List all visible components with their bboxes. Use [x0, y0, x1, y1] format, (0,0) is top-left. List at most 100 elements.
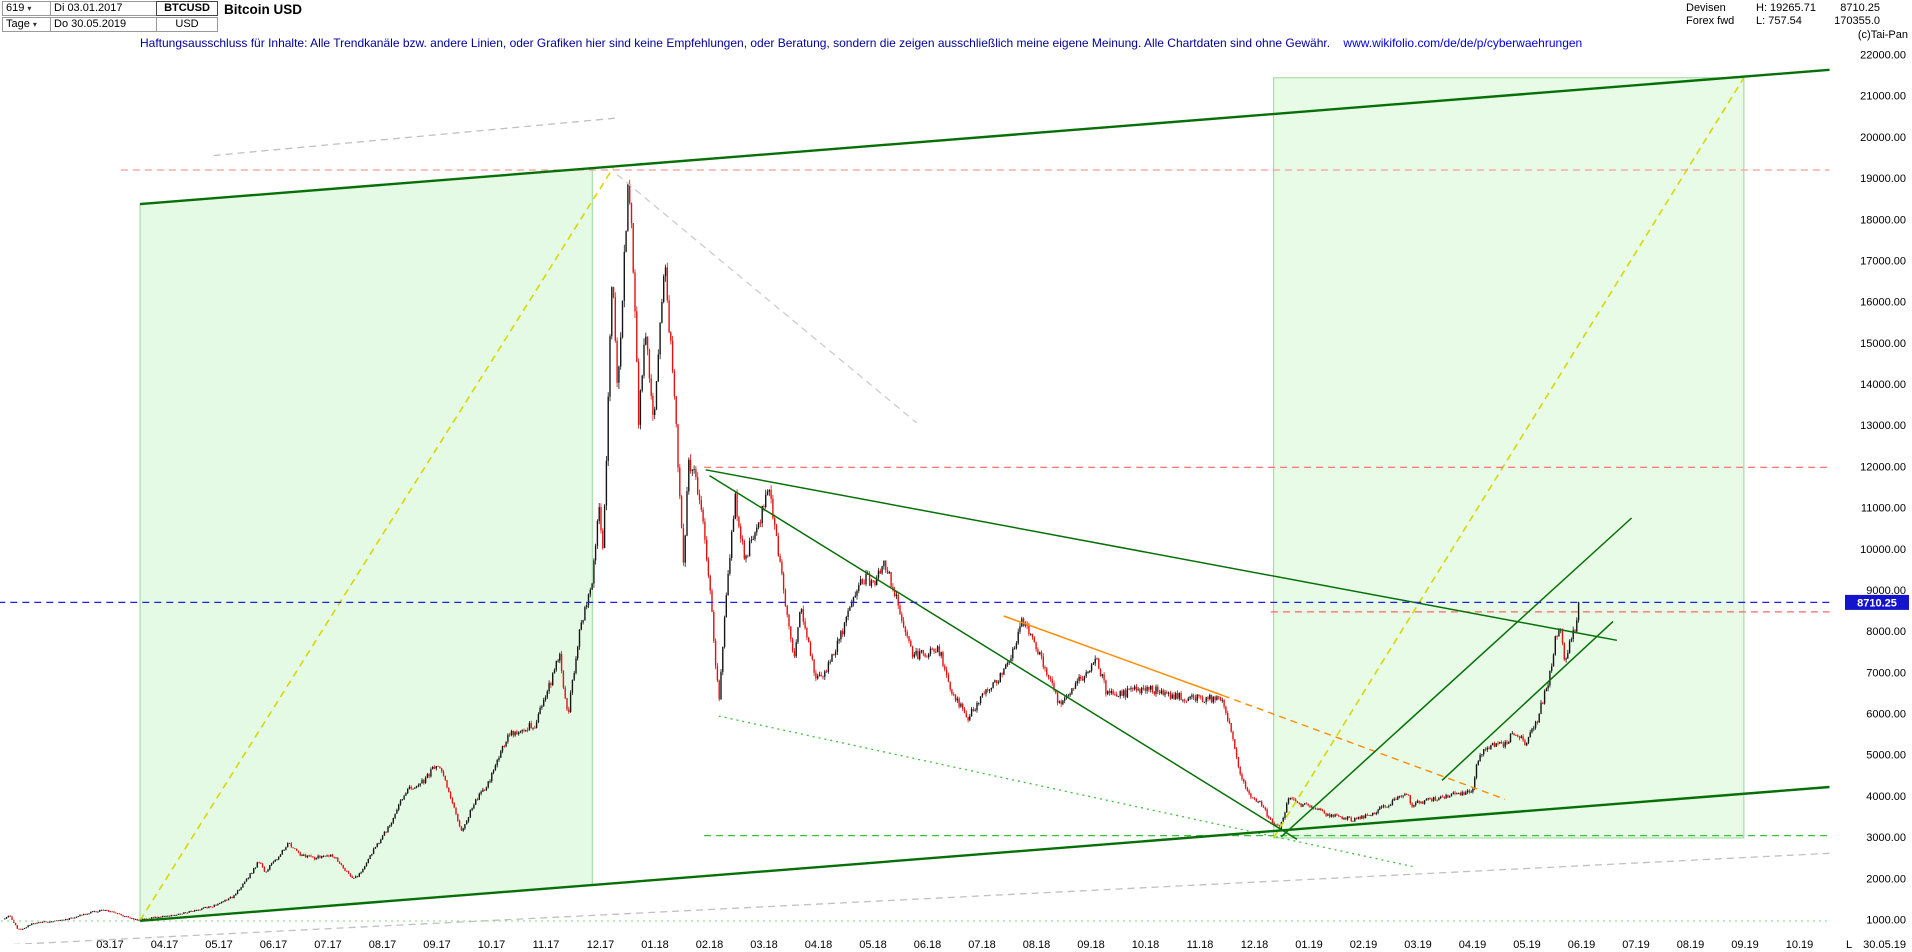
y-axis-label: 15000.00	[1860, 338, 1906, 350]
x-axis-label: 12.18	[1241, 939, 1269, 951]
disclaimer: Haftungsausschluss für Inhalte: Alle Tre…	[140, 36, 1582, 50]
y-axis-label: 10000.00	[1860, 544, 1906, 556]
market-subtype: Forex fwd	[1686, 15, 1735, 27]
date-from-value: Di 03.01.2017	[54, 2, 123, 14]
volume: 170355.0	[1834, 15, 1880, 27]
x-axis-label: 12.17	[587, 939, 615, 951]
x-axis-label: 07.17	[314, 939, 342, 951]
y-axis-label: 6000.00	[1866, 709, 1906, 721]
y-axis-label: 1000.00	[1866, 915, 1906, 927]
x-axis-label: 06.17	[260, 939, 288, 951]
x-axis-label: 03.19	[1404, 939, 1432, 951]
date-to-field[interactable]: Do 30.05.2019	[50, 17, 158, 32]
disclaimer-text: Haftungsausschluss für Inhalte: Alle Tre…	[140, 36, 1331, 50]
zone-channel-2017-zone	[139, 167, 593, 922]
chart-plot-area[interactable]	[0, 44, 1844, 944]
y-axis-label: 17000.00	[1860, 256, 1906, 268]
trendline-channel-bottom	[139, 785, 1830, 922]
y-axis-label: 7000.00	[1866, 667, 1906, 679]
chart-header: 619 ▾ Di 03.01.2017 BTCUSD Bitcoin USD Ta…	[0, 0, 1912, 46]
x-axis-label: 10.18	[1132, 939, 1160, 951]
trendline-old-trend-gray-top	[213, 117, 617, 157]
symbol-field[interactable]: BTCUSD	[156, 1, 218, 16]
y-axis-label: 5000.00	[1866, 750, 1906, 762]
symbol-value: BTCUSD	[164, 2, 210, 14]
y-axis-label: 9000.00	[1866, 585, 1906, 597]
x-axis-last-marker: L	[1846, 939, 1852, 951]
last-price: 8710.25	[1840, 2, 1880, 14]
trendline-downtrend-steep	[709, 474, 1298, 840]
currency-field: USD	[156, 17, 218, 32]
y-axis-label: 13000.00	[1860, 420, 1906, 432]
x-axis-label: 07.19	[1622, 939, 1650, 951]
chevron-down-icon: ▾	[27, 4, 32, 13]
currency-value: USD	[175, 18, 199, 30]
x-axis-label: 10.17	[478, 939, 506, 951]
x-axis-label: 09.17	[423, 939, 451, 951]
x-axis-label: 11.18	[1187, 939, 1214, 951]
y-axis-label: 12000.00	[1860, 461, 1906, 473]
x-axis-label: 04.18	[805, 939, 833, 951]
x-axis-last-date: 30.05.19	[1863, 939, 1906, 951]
x-axis-label: 11.17	[533, 939, 560, 951]
trendline-rally-2019-support	[1441, 620, 1614, 781]
x-axis-label: 05.17	[205, 939, 233, 951]
copyright: (c)Tai-Pan	[1857, 29, 1908, 41]
y-axis-label: 8000.00	[1866, 626, 1906, 638]
period-high: H: 19265.71	[1756, 2, 1816, 14]
x-axis-label: 01.19	[1295, 939, 1323, 951]
candlestick-series	[4, 179, 1580, 930]
axes-layer: 22000.00 21000.00 20000.00 19000.00 18000.00…	[96, 50, 1909, 951]
x-axis-label: 08.19	[1677, 939, 1705, 951]
x-axis-label: 02.18	[696, 939, 724, 951]
trendline-old-trend-gray-bottom	[9, 852, 1830, 944]
trendline-rally-2017-trend	[139, 166, 615, 921]
market-type: Devisen	[1686, 2, 1726, 14]
chart-number-value: 619	[6, 2, 25, 14]
x-axis-label: 09.18	[1077, 939, 1105, 951]
period-select[interactable]: Tage ▾	[2, 17, 52, 32]
x-axis-label: 03.18	[750, 939, 778, 951]
x-axis-label: 05.19	[1513, 939, 1541, 951]
current-price-tag-label: 8710.25	[1857, 597, 1897, 609]
period-low: L: 757.54	[1756, 15, 1802, 27]
date-from-field[interactable]: Di 03.01.2017	[50, 1, 158, 16]
trendline-downtrend-orange-extension	[1222, 694, 1506, 800]
trendline-support-dotted-descending	[718, 715, 1413, 868]
date-to-value: Do 30.05.2019	[54, 18, 127, 30]
x-axis-label: 02.19	[1350, 939, 1378, 951]
y-axis-label: 11000.00	[1861, 503, 1906, 515]
trendline-downtrend-major	[705, 469, 1618, 642]
x-axis-label: 06.18	[914, 939, 942, 951]
x-axis-label: 01.18	[641, 939, 669, 951]
x-axis-label: 05.18	[859, 939, 887, 951]
x-axis-label: 06.19	[1568, 939, 1596, 951]
x-axis-label: 04.17	[151, 939, 179, 951]
y-axis-label: 22000.00	[1860, 50, 1906, 62]
trendlines-layer	[0, 68, 1830, 944]
y-axis-label: 2000.00	[1866, 873, 1906, 885]
trendline-recovery-trend	[1280, 517, 1633, 838]
y-axis-label: 20000.00	[1860, 132, 1906, 144]
y-axis-label: 14000.00	[1860, 379, 1906, 391]
x-axis-label: 07.18	[968, 939, 996, 951]
wikifolio-link[interactable]: www.wikifolio.com/de/de/p/cyberwaehrunge…	[1343, 36, 1583, 50]
chevron-down-icon: ▾	[32, 20, 37, 29]
y-axis-label: 3000.00	[1866, 832, 1906, 844]
y-axis-label: 21000.00	[1860, 91, 1906, 103]
x-axis-label: 08.17	[369, 939, 397, 951]
y-axis-label: 16000.00	[1860, 297, 1906, 309]
chart-number-select[interactable]: 619 ▾	[2, 1, 52, 16]
trendline-downtrend-orange	[1003, 615, 1224, 697]
trendline-rally-2019-trend	[1272, 77, 1745, 839]
period-value: Tage	[6, 18, 30, 30]
instrument-title: Bitcoin USD	[224, 2, 303, 17]
x-axis-label: 09.19	[1731, 939, 1759, 951]
x-axis-label: 04.19	[1459, 939, 1487, 951]
x-axis-label: 03.17	[96, 939, 124, 951]
x-axis-label: 10.19	[1786, 939, 1814, 951]
trendline-old-trend-gray-peak	[616, 173, 918, 424]
y-axis-label: 4000.00	[1866, 791, 1906, 803]
